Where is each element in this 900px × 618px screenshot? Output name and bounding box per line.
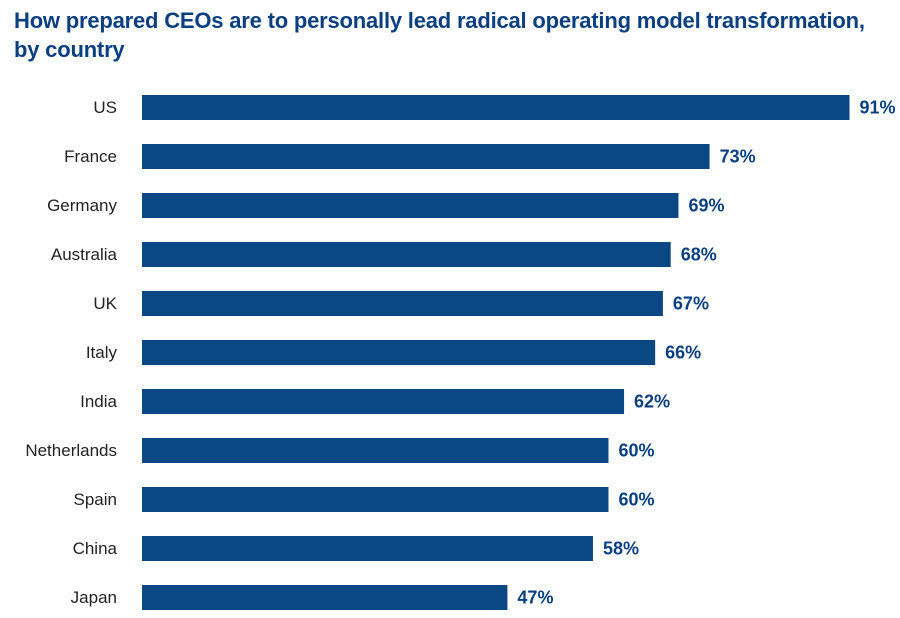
value-label-japan: 47% [517, 588, 553, 608]
category-label-italy: Italy [86, 343, 118, 362]
category-label-uk: UK [93, 294, 117, 313]
value-label-australia: 68% [681, 245, 717, 265]
value-label-france: 73% [720, 147, 756, 167]
value-label-spain: 60% [619, 490, 655, 510]
value-label-us: 91% [860, 98, 896, 118]
category-label-france: France [64, 147, 117, 166]
value-label-italy: 66% [665, 343, 701, 363]
category-label-us: US [93, 98, 117, 117]
value-label-india: 62% [634, 392, 670, 412]
category-label-india: India [80, 392, 117, 411]
bar-japan [142, 585, 508, 610]
value-label-netherlands: 60% [619, 441, 655, 461]
bar-china [142, 536, 593, 561]
bar-us [142, 95, 850, 120]
chart-title: How prepared CEOs are to personally lead… [14, 8, 865, 62]
value-label-uk: 67% [673, 294, 709, 314]
bar-france [142, 144, 710, 169]
bar-italy [142, 340, 656, 365]
category-label-spain: Spain [74, 490, 117, 509]
bar-india [142, 389, 625, 414]
category-label-germany: Germany [47, 196, 117, 215]
value-label-china: 58% [603, 539, 639, 559]
bar-netherlands [142, 438, 609, 463]
bar-uk [142, 291, 663, 316]
value-label-germany: 69% [688, 196, 724, 216]
category-label-netherlands: Netherlands [25, 441, 117, 460]
bar-spain [142, 487, 609, 512]
category-label-australia: Australia [51, 245, 118, 264]
category-label-japan: Japan [71, 588, 117, 607]
bar-germany [142, 193, 679, 218]
category-label-china: China [73, 539, 118, 558]
bar-australia [142, 242, 671, 267]
